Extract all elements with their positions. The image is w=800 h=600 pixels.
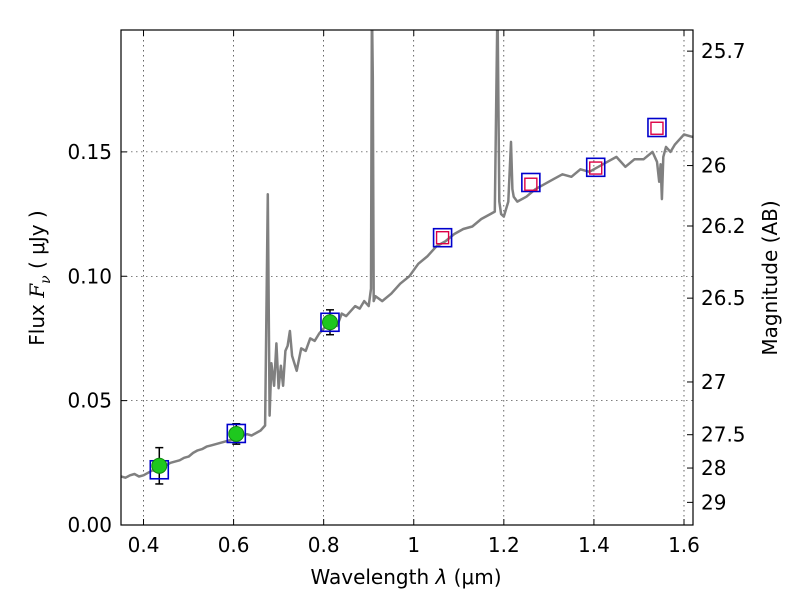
- x-tick-label: 0.6: [218, 533, 250, 557]
- x-tick-label: 1.2: [488, 533, 520, 557]
- y2-tick-label: 29: [701, 490, 726, 514]
- y-tick-label: 0.05: [67, 389, 112, 413]
- y2-tick-label: 25.7: [701, 39, 746, 63]
- x-tick-label: 1.6: [668, 533, 700, 557]
- observed-flux-point: [228, 425, 245, 442]
- y-axis-label: Flux Fν ( μJy ): [25, 210, 54, 345]
- upper-limit-marker: [524, 177, 538, 191]
- model-square-marker: [320, 312, 340, 333]
- axis-ticks: [121, 30, 693, 526]
- y-tick-label: 0.10: [67, 264, 112, 288]
- photometry-markers: [149, 117, 667, 485]
- model-square-marker: [432, 227, 453, 248]
- y2-tick-label: 27: [701, 370, 726, 394]
- y2-tick-label: 26: [701, 154, 726, 178]
- x-tick-label: 1: [407, 533, 420, 557]
- x-tick-label: 0.8: [308, 533, 340, 557]
- model-square-marker: [226, 423, 247, 444]
- observed-flux-point: [151, 457, 168, 474]
- observed-flux-point: [321, 314, 338, 331]
- upper-limit-marker: [589, 161, 603, 175]
- y2-axis-label: Magnitude (AB): [758, 200, 782, 355]
- spectrum-line: [121, 30, 693, 479]
- x-axis-label: Wavelength λ (μm): [310, 565, 501, 589]
- spectrum-layer: [121, 30, 693, 479]
- plot-frame: [120, 29, 694, 526]
- upper-limit-marker: [650, 121, 664, 135]
- axis-tick-labels: 0.4 0.6 0.8 1 1.2 1.4 1.6 0.00 0.05 0.10 0.15 25.7 2…: [67, 39, 745, 557]
- model-square-marker: [647, 117, 667, 138]
- upper-limit-marker: [435, 231, 450, 245]
- y-tick-label: 0.15: [67, 140, 112, 164]
- y2-tick-label: 28: [701, 456, 726, 480]
- model-square-marker: [585, 157, 606, 178]
- y2-tick-label: 27.5: [701, 423, 746, 447]
- y2-tick-label: 26.2: [701, 214, 746, 238]
- x-tick-label: 0.4: [128, 533, 160, 557]
- model-square-marker: [521, 172, 541, 193]
- y-tick-label: 0.00: [67, 513, 112, 537]
- y2-tick-label: 26.5: [701, 286, 746, 310]
- x-tick-label: 1.4: [578, 533, 610, 557]
